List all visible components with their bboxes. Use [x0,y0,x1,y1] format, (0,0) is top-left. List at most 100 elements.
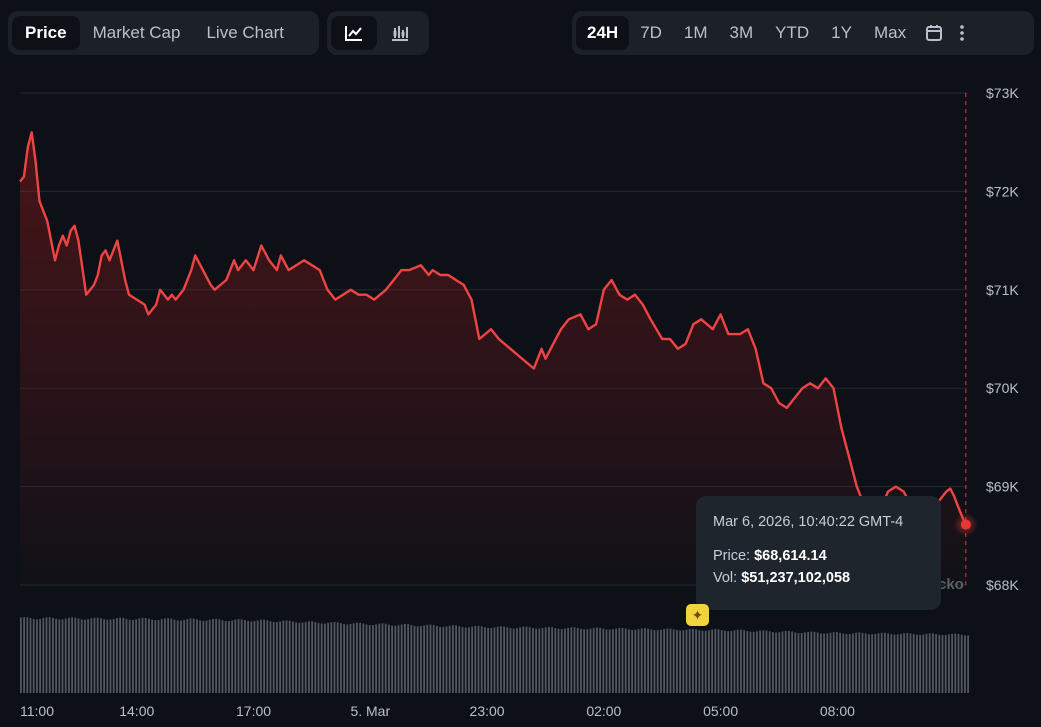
tab-price[interactable]: Price [12,16,80,50]
volume-bar [864,633,867,693]
volume-bar [410,624,413,693]
volume-bar [759,630,761,693]
volume-bar [436,626,438,693]
volume-bar [29,618,32,693]
volume-bar [906,633,909,693]
calendar-icon [925,24,943,42]
candlestick-chart-button[interactable] [377,16,423,50]
volume-bar [356,622,358,693]
volume-bar [96,617,99,693]
volume-bar [461,627,464,693]
volume-bar [276,622,278,693]
volume-bar [810,631,813,693]
x-tick-label: 08:00 [820,703,855,719]
volume-bar [567,627,569,693]
volume-bar [708,630,710,693]
y-tick-label: $68K [986,577,1019,593]
volume-bar [656,630,659,693]
tab-live-chart[interactable]: Live Chart [206,23,284,42]
volume-bar [496,626,499,693]
volume-bar [68,617,70,693]
volume-bar [285,620,288,693]
volume-bar [301,622,304,693]
volume-bar [877,633,880,693]
volume-bar [836,632,838,693]
volume-bar [548,626,550,693]
volume-bar [480,626,483,693]
volume-bar [909,633,912,693]
volume-bar [736,629,739,693]
volume-bar [560,629,563,693]
volume-bar [644,628,646,693]
volume-bar [813,631,816,693]
volume-bar [349,624,352,693]
volume-bar [359,622,361,693]
range-3m[interactable]: 3M [729,23,754,42]
volume-bar [189,618,192,693]
volume-bar [848,634,851,693]
volume-bar [490,628,493,693]
volume-bar [132,620,134,693]
range-1m[interactable]: 1M [683,23,708,42]
tooltip-volume-row: Vol: $51,237,102,058 [713,570,924,586]
more-options-button[interactable] [951,16,973,50]
volume-bar [135,619,137,693]
event-marker-icon[interactable]: ✦ [686,604,709,626]
y-tick-label: $69K [986,479,1019,495]
volume-bar [240,619,243,693]
volume-bar [679,630,681,693]
volume-bar [93,617,96,693]
line-chart-button[interactable] [331,16,377,50]
volume-bar [474,626,477,693]
y-tick-label: $73K [986,85,1019,101]
volume-bar [484,627,486,693]
volume-bar [775,632,777,693]
volume-bar [960,634,963,693]
range-1y[interactable]: 1Y [831,23,852,42]
volume-bar [628,629,630,693]
volume-bar [407,624,409,693]
volume-bar [749,631,752,693]
volume-bar [279,621,281,693]
volume-bar [144,618,147,693]
volume-bar [119,617,121,693]
range-24h[interactable]: 24H [576,16,630,50]
volume-bar [727,631,729,693]
x-tick-label: 02:00 [586,703,621,719]
volume-bar [634,629,637,693]
price-area-fill [20,132,966,585]
volume-bar [842,633,845,693]
volume-bar [180,620,182,693]
volume-bar [557,628,560,693]
volume-bar [455,625,457,693]
volume-bar [192,618,195,693]
range-max[interactable]: Max [873,23,907,42]
volume-bar [839,632,841,693]
volume-bar [74,617,77,693]
volume-bar [660,629,662,693]
range-ytd[interactable]: YTD [775,23,810,42]
volume-bar [695,629,697,693]
volume-bar [381,623,384,693]
x-tick-label: 17:00 [236,703,271,719]
volume-bar [250,621,253,693]
volume-bar [756,631,758,693]
volume-bar [39,619,41,693]
tab-market-cap[interactable]: Market Cap [92,23,181,42]
range-7d[interactable]: 7D [640,23,662,42]
volume-bar [388,624,390,693]
volume-bar [378,623,381,693]
volume-bar [263,619,265,693]
volume-bar [717,629,720,693]
volume-bar [160,619,163,693]
volume-bar [125,618,128,693]
watermark-logo: cko [938,576,964,593]
volume-bar [375,624,377,693]
volume-bar [845,634,848,693]
volume-bar [103,619,105,693]
volume-bar [164,618,166,693]
volume-bar [212,619,214,693]
volume-bar [772,632,774,693]
date-picker-button[interactable] [917,16,951,50]
